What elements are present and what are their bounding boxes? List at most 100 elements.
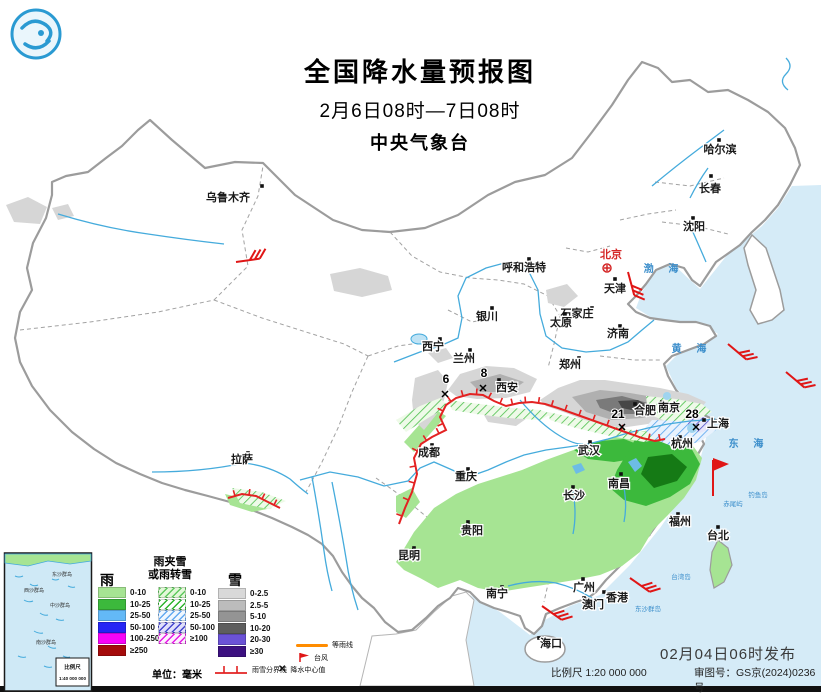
city-label: 哈尔滨 [704,142,737,156]
precip-center-value: 28 [685,407,699,421]
city-label: 福州 [668,514,691,528]
legend-value: 10-25 [190,599,211,609]
city-dot [588,440,592,444]
legend-sleet-header-line1: 雨夹雪 [153,556,187,568]
city-dot [676,512,680,516]
island-label: 钓鱼岛 [748,490,768,499]
legend-value: 0-2.5 [250,589,269,598]
city-dot [660,400,664,404]
city-dot [260,184,264,188]
island-label: 赤尾屿 [723,499,743,508]
typhoon-flag-icon [299,653,309,662]
city-dot [613,277,617,281]
city-dot [716,525,720,529]
legend-row: 25-50 [98,610,159,621]
city-dot [500,585,504,589]
city-label: 长沙 [563,488,585,502]
gale-flag-icon [712,458,729,496]
city-dot [582,596,586,600]
legend-rain-scale: 0-10 10-25 25-50 50-100 100-250 ≥250 [98,587,159,656]
legend-value: ≥250 [130,645,148,655]
city-label: 沈阳 [683,219,705,233]
city-dot [430,443,434,447]
legend-row: ≥100 [158,633,215,644]
city-label: 南京 [658,400,680,414]
sea-area [360,185,821,686]
legend-row: 25-50 [158,610,215,621]
city-dot [717,138,721,142]
legend-row: 2.5-5 [218,599,270,611]
legend-snow-scale: 0-2.5 2.5-5 5-10 10-20 20-30 ≥30 [218,588,271,657]
legend-row: 10-25 [158,598,215,610]
legend-swatch [98,633,126,644]
legend-swatch [218,622,246,634]
page-title: 全国降水量预报图 [303,57,536,87]
city-label: 广州 [573,580,595,594]
city-label: 天津 [604,281,626,295]
map-title-block: 全国降水量预报图 2月6日08时—7日08时 中央气象台 [250,52,590,155]
legend-swatch [218,645,246,657]
city-label: 成都 [418,445,440,459]
legend-row: 0-10 [158,587,215,598]
city-label: 太原 [549,315,572,329]
legend-value: 2.5-5 [250,600,269,610]
city-dot [490,306,494,310]
legend-value: 50-100 [190,622,215,632]
city-dot [709,174,713,178]
city-label: 澳门 [582,597,604,611]
city-dot [527,257,531,261]
beijing-capital-icon [602,263,612,273]
forecast-period: 2月6日08时—7日08时 [319,101,521,122]
legend-unit-label: 单位：毫米 [152,670,202,681]
legend-swatch [218,611,246,622]
city-label: 乌鲁木齐 [206,190,251,204]
legend-row: 50-100 [158,621,215,633]
cma-logo [8,6,64,67]
inset-scale-label: 比例尺 [64,663,81,671]
city-dot [497,378,501,382]
wind-barbs [233,247,817,625]
city-label: 上海 [707,416,729,430]
city-dot [678,435,682,439]
legend-swatch [158,598,186,610]
city-dot [633,402,637,406]
city-label: 南昌 [608,476,630,490]
precip-center-icon: ✕ [478,383,487,395]
legend-row: 100-250 [98,633,159,644]
legend-value: ≥100 [190,634,208,643]
precip-center-value: 6 [443,372,450,386]
city-dot [577,356,581,360]
city-dot [602,590,606,594]
legend-swatch [218,634,246,645]
legend-sleet-header: 雨夹雪 或雨转雪 [148,556,192,581]
city-label: 石家庄 [560,306,594,320]
city-label: 长春 [699,181,722,195]
legend-swatch [218,588,246,599]
city-label: 贵阳 [461,523,483,537]
city-label: 兰州 [453,351,475,365]
isoline-label: 等雨线 [332,642,353,649]
city-dot [691,216,695,220]
sea-label: 渤 海 [644,262,685,275]
legend-boundary-item: 雨雪分界线 [214,664,287,675]
legend-row: 10-25 [98,598,159,610]
legend-typhoon-item: 台风 [298,652,328,663]
city-label: 海口 [540,636,562,650]
legend-value: 0-10 [190,588,207,597]
city-label: 杭州 [671,436,693,450]
legend-sleet-header-line2: 或雨转雪 [148,568,192,581]
city-dot [619,472,623,476]
city-dot [412,546,416,550]
city-label: 呼和浩特 [502,260,546,274]
legend-swatch [98,644,126,656]
agency-name: 中央气象台 [370,133,470,153]
legend-swatch [98,610,126,621]
legend-value: 50-100 [130,622,155,632]
legend-value: 5-10 [250,612,267,621]
legend-value: 10-20 [250,623,271,633]
map-approval-number: 审图号：GS京(2024)0236号 [694,667,816,694]
city-label: 银川 [476,309,498,323]
sea-label: 黄 海 [672,342,713,355]
